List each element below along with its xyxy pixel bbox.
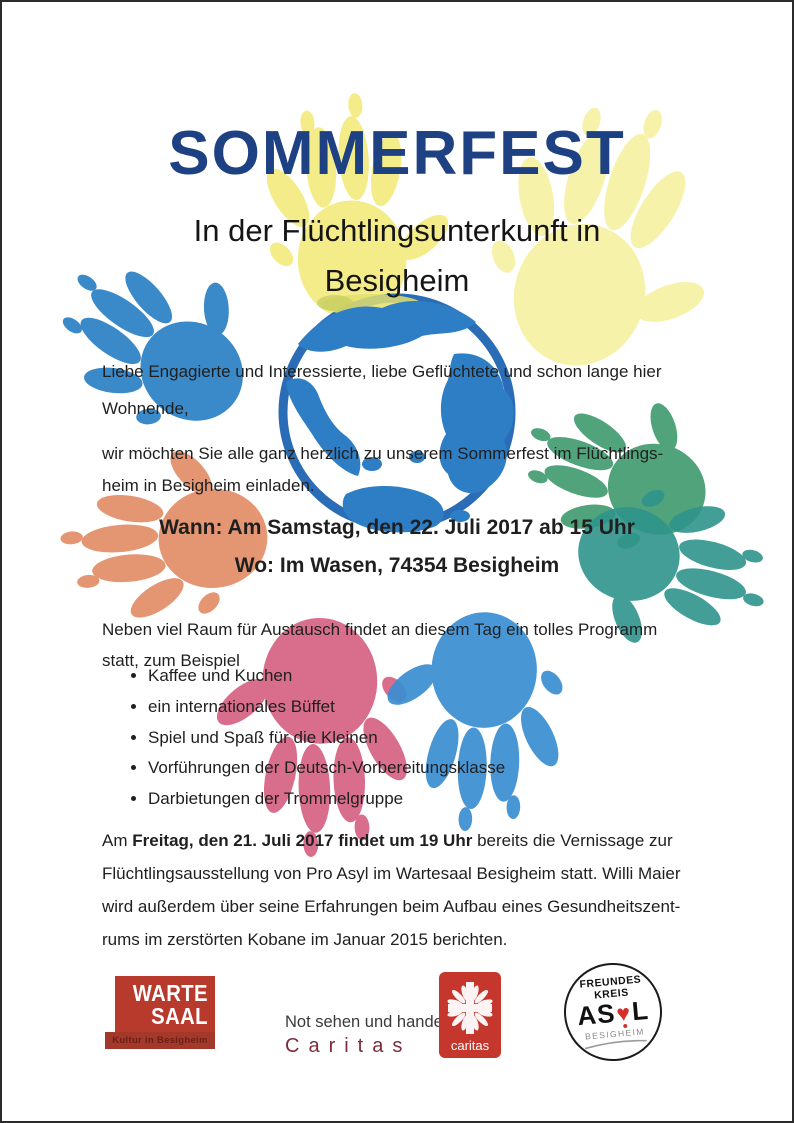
asyl-start: AS (576, 998, 617, 1032)
vernissage-paragraph: Am Freitag, den 21. Juli 2017 findet um … (102, 824, 681, 957)
vernissage-prefix: Am (102, 831, 133, 850)
program-item: Spiel und Spaß für die Kleinen (148, 727, 505, 748)
invitation-paragraph: wir möchten Sie alle ganz herzlich zu un… (102, 438, 663, 503)
vernissage-line: rums im zerstörten Kobane im Januar 2015… (102, 930, 508, 950)
wartesaal-line1: WARTE (132, 980, 208, 1006)
program-item: Kaffee und Kuchen (148, 665, 505, 686)
program-item: Darbietungen der Trommelgruppe (148, 788, 505, 809)
caritas-slogan-block: Not sehen und handeln. Caritas (285, 1013, 460, 1058)
event-date: Wann: Am Samstag, den 22. Juli 2017 ab 1… (159, 516, 635, 539)
invitation-line: heim in Besigheim einladen. (102, 476, 315, 496)
program-item: Vorführungen der Deutsch-Vorbereitungskl… (148, 757, 505, 778)
asyl-end: L (630, 995, 651, 1027)
swoosh-underline-icon (584, 1039, 647, 1050)
wartesaal-logo: WARTE SAAL Kultur in Besigheim (105, 976, 225, 1049)
freundeskreis-asyl-logo: FREUNDES KREIS AS ♥ L BESIGHEIM (559, 958, 667, 1066)
vernissage-line: Flüchtlingsausstellung von Pro Asyl im W… (102, 864, 681, 884)
subtitle-line: Besigheim (324, 263, 470, 299)
wartesaal-wordmark: WARTE SAAL (115, 976, 215, 1032)
greeting-paragraph: Liebe Engagierte und Interessierte, lieb… (102, 353, 662, 428)
vernissage-line1-rest: bereits die Vernissage zur (472, 831, 673, 850)
program-list: Kaffee und Kuchen ein internationales Bü… (130, 665, 505, 819)
heart-icon: ♥ (615, 999, 633, 1028)
page-subtitle: In der Flüchtlingsunterkunft in Besighei… (2, 206, 792, 306)
caritas-flame-cross-icon: caritas (439, 972, 501, 1058)
program-intro: Neben viel Raum für Austausch findet an … (102, 615, 657, 677)
program-intro-line: Neben viel Raum für Austausch findet an … (102, 620, 658, 639)
caritas-wordmark: Caritas (285, 1035, 412, 1057)
vernissage-line: Am Freitag, den 21. Juli 2017 findet um … (102, 824, 681, 857)
vernissage-bold-date: Freitag, den 21. Juli 2017 findet um 19 … (132, 831, 473, 850)
program-intro-line: statt, zum Beispiel (102, 650, 240, 670)
caritas-slogan: Not sehen und handeln. (285, 1013, 461, 1031)
event-location: Wo: Im Wasen, 74354 Besigheim (234, 554, 560, 577)
page-title: SOMMERFEST (168, 119, 626, 188)
wartesaal-tagline: Kultur in Besigheim (105, 1032, 215, 1049)
greeting-line: Wohnende, (102, 399, 189, 419)
vernissage-line: wird außerdem über seine Erfahrungen bei… (102, 897, 681, 917)
caritas-badge-text: caritas (451, 1038, 490, 1053)
globe-illustration (278, 293, 516, 533)
subtitle-line: In der Flüchtlingsunterkunft in (193, 213, 601, 248)
program-item: ein internationales Büffet (148, 696, 505, 717)
invitation-line: wir möchten Sie alle ganz herzlich zu un… (102, 444, 664, 463)
greeting-line: Liebe Engagierte und Interessierte, lieb… (102, 362, 662, 381)
wartesaal-line2: SAAL (151, 1002, 208, 1029)
